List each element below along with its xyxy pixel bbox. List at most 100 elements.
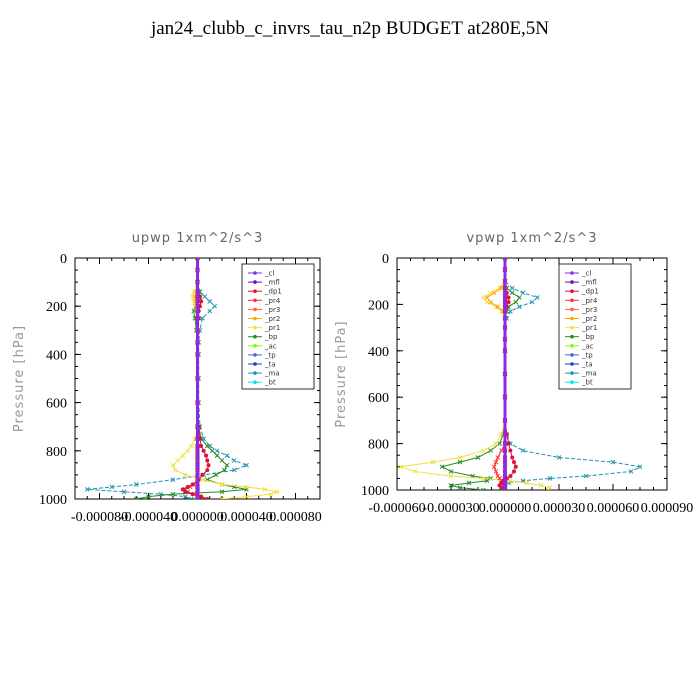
data-point [202, 294, 208, 299]
data-point [481, 295, 486, 300]
data-point [200, 315, 205, 321]
data-point [503, 488, 507, 490]
data-point [493, 469, 499, 474]
data-point [503, 286, 507, 291]
data-point [503, 448, 507, 453]
data-point [506, 300, 511, 305]
data-point [517, 295, 522, 300]
legend-label: _bp [264, 333, 278, 341]
data-point [244, 494, 249, 499]
data-point [201, 477, 206, 483]
data-point [195, 497, 200, 499]
legend-label: _dp1 [264, 288, 282, 296]
y-tick-label: 400 [368, 345, 389, 360]
y-tick-label: 400 [46, 348, 67, 363]
data-point [547, 476, 553, 481]
legend-entry: _bt [248, 379, 276, 387]
data-point [503, 304, 507, 309]
data-point [509, 290, 515, 296]
data-point [182, 472, 188, 478]
y-tick-label: 200 [46, 300, 67, 315]
data-point [481, 476, 486, 481]
data-point [195, 436, 200, 441]
data-point [219, 482, 225, 487]
data-point [524, 480, 529, 486]
data-point [503, 290, 507, 295]
data-point [503, 455, 507, 460]
data-point [503, 325, 507, 330]
legend-label: _pr4 [581, 297, 598, 305]
data-point [195, 458, 200, 463]
data-point [512, 469, 516, 474]
x-tick-label: 0.000090 [641, 501, 694, 516]
data-point [195, 299, 200, 304]
data-point [503, 395, 507, 400]
data-point [503, 441, 507, 446]
y-axis-label: Pressure [hPa] [334, 320, 349, 427]
legend-label: _mfl [581, 279, 597, 287]
data-point [195, 424, 200, 429]
data-point [493, 441, 499, 446]
data-point [488, 448, 493, 453]
data-point [195, 309, 200, 314]
legend-entry: _bt [565, 379, 593, 387]
legend-label: _pr1 [581, 324, 597, 332]
data-point [133, 496, 139, 499]
legend-label: _ma [581, 370, 597, 378]
data-point [493, 304, 499, 310]
legend-marker [253, 307, 257, 312]
data-point [495, 304, 501, 310]
data-point [183, 489, 188, 494]
data-point [503, 348, 507, 353]
data-point [185, 448, 191, 454]
x-tick-label: 0.000000 [171, 510, 224, 525]
data-point [499, 309, 504, 314]
data-point [488, 476, 493, 481]
data-point [484, 299, 490, 305]
legend-entry: _pr2 [248, 315, 280, 323]
legend-entry: _cl [248, 270, 274, 278]
legend-label: _pr4 [264, 297, 281, 305]
series-dp1 [497, 258, 518, 490]
data-point [503, 300, 507, 305]
data-point [195, 477, 200, 482]
legend-marker [570, 344, 574, 348]
data-point [222, 467, 227, 473]
y-axis-label: Pressure [hPa] [12, 325, 27, 432]
data-point [109, 484, 115, 490]
data-point [448, 483, 454, 488]
legend-label: _bt [581, 379, 593, 387]
data-point [508, 448, 513, 453]
legend-label: _ac [581, 342, 594, 350]
data-point [495, 455, 501, 460]
data-point [189, 496, 194, 499]
data-point [503, 418, 507, 423]
data-point [497, 285, 502, 291]
legend-entry: _pr1 [565, 324, 597, 332]
data-point [204, 443, 210, 449]
data-point [146, 494, 151, 499]
data-point [466, 480, 472, 486]
legend-entry: _ma [565, 370, 597, 378]
data-point [513, 464, 518, 469]
data-point [190, 482, 195, 487]
data-point [398, 464, 403, 470]
data-point [517, 304, 522, 310]
data-point [448, 469, 454, 474]
data-point [195, 463, 200, 468]
data-point [214, 453, 220, 458]
data-point [513, 299, 519, 305]
legend-marker [253, 289, 257, 294]
data-point [457, 459, 463, 465]
data-point [499, 485, 504, 490]
data-point [175, 458, 181, 463]
data-point [457, 485, 463, 490]
data-point [219, 496, 225, 499]
data-point [481, 448, 486, 453]
data-point [195, 294, 200, 299]
data-point [430, 459, 436, 465]
legend-marker [253, 298, 257, 303]
data-point [503, 432, 507, 437]
y-tick-label: 800 [46, 445, 67, 460]
data-point [170, 491, 176, 497]
